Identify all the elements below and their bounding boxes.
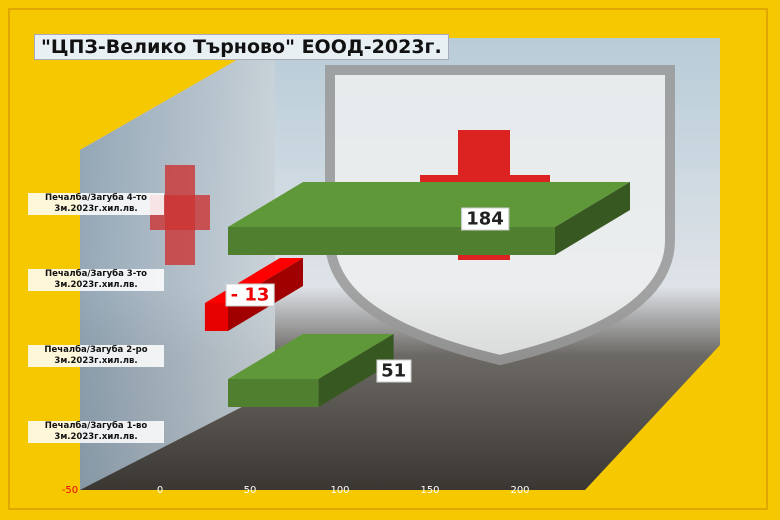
bar-top (228, 182, 630, 227)
chart-border (8, 8, 768, 510)
bar-front (204, 303, 228, 331)
x-tick-label: 0 (157, 485, 163, 496)
x-tick-label: -50 (62, 485, 78, 496)
x-tick-label: 50 (244, 485, 257, 496)
x-tick-label: 100 (330, 485, 349, 496)
x-tick-label: 150 (420, 485, 439, 496)
bar-front (228, 379, 319, 407)
bar-front (228, 227, 555, 255)
cross (165, 165, 195, 265)
bar (228, 182, 630, 255)
bar-side (555, 182, 630, 255)
category-label: Печалба/Загуба 1-во 3м.2023г.хил.лв. (28, 421, 164, 443)
category-label: Печалба/Загуба 4-то 3м.2023г.хил.лв. (28, 193, 164, 215)
data-label: 51 (376, 359, 412, 383)
data-label: - 13 (225, 283, 275, 307)
data-label: 184 (461, 207, 509, 231)
category-label: Печалба/Загуба 3-то 3м.2023г.хил.лв. (28, 269, 164, 291)
bar (228, 334, 394, 407)
x-tick-label: 200 (510, 485, 529, 496)
category-label: Печалба/Загуба 2-ро 3м.2023г.хил.лв. (28, 345, 164, 367)
bar-top (228, 334, 394, 379)
chart-title: "ЦПЗ-Велико Търново" ЕООД-2023г. (34, 34, 449, 60)
bar-side (318, 334, 394, 407)
